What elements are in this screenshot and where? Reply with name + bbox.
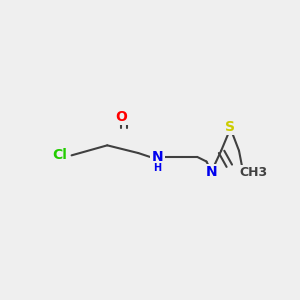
Text: O: O	[115, 110, 127, 124]
Text: N: N	[152, 150, 164, 164]
Text: N: N	[205, 165, 217, 179]
Text: S: S	[226, 120, 236, 134]
Text: CH3: CH3	[239, 166, 267, 179]
Text: Cl: Cl	[52, 148, 67, 162]
Text: H: H	[154, 163, 162, 173]
